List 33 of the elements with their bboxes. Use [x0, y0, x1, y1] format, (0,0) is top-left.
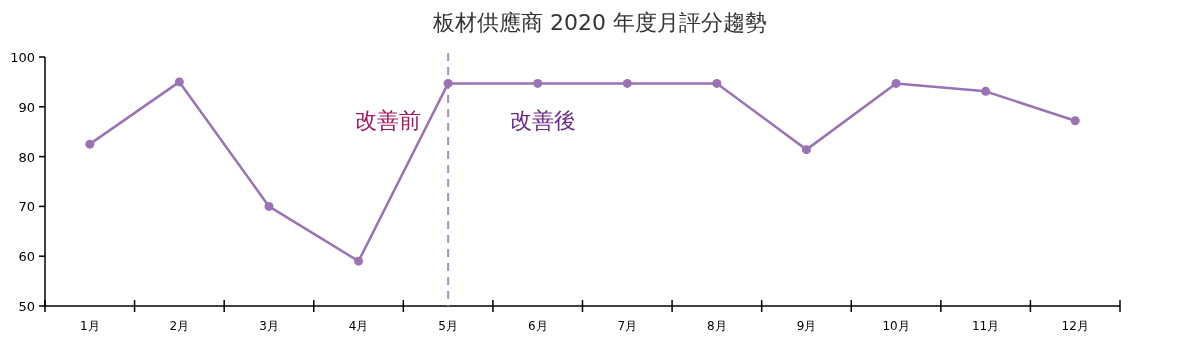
annotation: 改善前	[355, 107, 422, 133]
x-tick-label: 3月	[259, 319, 279, 333]
point	[443, 78, 453, 88]
x-tick-label: 10月	[882, 319, 910, 333]
x-tick-label: 4月	[348, 319, 369, 333]
point	[85, 139, 95, 149]
x-tick-label: 7月	[617, 319, 638, 333]
x-tick-label: 12月	[1061, 319, 1089, 333]
x-tick-label: 9月	[796, 319, 817, 333]
y-tick-label: 50	[18, 299, 35, 314]
point	[354, 256, 364, 266]
point	[712, 78, 722, 88]
point	[622, 78, 632, 88]
annotation: 改善後	[510, 107, 577, 133]
point	[981, 86, 991, 96]
point	[801, 145, 811, 155]
point	[533, 78, 543, 88]
x-tick-label: 5月	[438, 319, 458, 333]
chart-title: 板材供應商 2020 年度月評分趨勢	[432, 10, 767, 35]
point	[1070, 116, 1080, 126]
x-tick-label: 8月	[707, 319, 727, 333]
y-tick-label: 90	[18, 99, 35, 115]
y-tick-label: 70	[18, 199, 35, 215]
x-tick-label: 11月	[971, 319, 1000, 333]
x-tick-label: 2月	[169, 319, 190, 333]
x-tick-label: 6月	[527, 319, 548, 333]
point	[174, 77, 184, 87]
point	[264, 201, 274, 211]
y-tick-label: 100	[10, 50, 35, 65]
y-tick-label: 60	[18, 249, 35, 265]
x-tick-label: 1月	[79, 319, 100, 333]
point	[891, 78, 901, 88]
y-tick-label: 80	[18, 149, 35, 165]
